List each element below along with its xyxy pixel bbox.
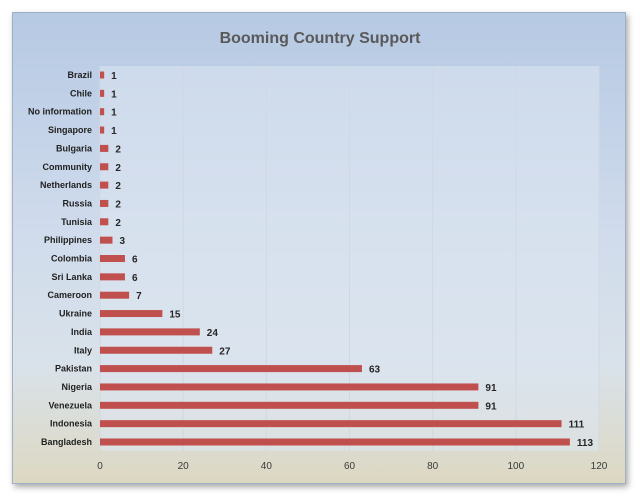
data-label: 113	[577, 438, 594, 449]
data-label: 7	[136, 291, 142, 302]
category-label: No information	[28, 107, 92, 117]
category-label: Singapore	[48, 125, 92, 135]
data-label: 2	[115, 218, 121, 229]
data-label: 111	[569, 420, 585, 431]
data-label: 63	[369, 365, 381, 376]
category-label: Netherlands	[40, 180, 92, 190]
x-tick-label: 120	[591, 461, 608, 472]
bar	[100, 181, 109, 189]
bar	[100, 401, 479, 409]
x-tick-label: 80	[427, 461, 439, 472]
category-label: Italy	[74, 345, 92, 355]
data-label: 15	[169, 310, 181, 321]
x-tick-label: 20	[178, 461, 190, 472]
bar	[100, 255, 125, 262]
bar	[100, 144, 109, 152]
category-label: Indonesia	[50, 419, 93, 429]
bar	[100, 328, 200, 336]
data-label: 1	[111, 108, 117, 119]
bar	[100, 89, 105, 97]
data-label: 91	[485, 401, 497, 412]
x-tick-label: 0	[97, 461, 103, 472]
x-tick-label: 40	[261, 461, 273, 472]
bar	[100, 163, 109, 171]
bar	[100, 236, 113, 244]
data-label: 6	[132, 255, 138, 266]
chart-title: Booming Country Support	[219, 30, 421, 47]
category-label: Community	[43, 162, 93, 172]
category-label: Nigeria	[61, 382, 93, 392]
data-label: 1	[111, 126, 117, 137]
bar	[100, 273, 125, 281]
bar	[100, 126, 105, 134]
data-label: 2	[115, 199, 121, 210]
bar	[100, 365, 362, 373]
category-label: Cameroon	[47, 290, 92, 300]
category-label: Russia	[62, 198, 93, 208]
category-label: Venezuela	[48, 400, 93, 410]
data-label: 2	[115, 181, 121, 192]
category-label: India	[71, 327, 93, 337]
x-tick-label: 60	[344, 461, 356, 472]
data-label: 6	[132, 273, 138, 284]
bar	[100, 199, 109, 207]
bar	[100, 108, 105, 116]
data-label: 1	[111, 89, 117, 100]
bar	[100, 438, 570, 446]
data-label: 1	[111, 71, 117, 82]
bar	[100, 218, 109, 226]
bar	[100, 71, 105, 79]
bar	[100, 291, 130, 299]
bar	[100, 346, 213, 354]
category-label: Brazil	[67, 70, 92, 80]
bar	[100, 383, 479, 391]
data-label: 91	[485, 383, 497, 394]
category-label: Chile	[70, 88, 92, 98]
x-tick-label: 100	[507, 461, 524, 472]
category-label: Pakistan	[55, 364, 92, 374]
data-label: 24	[207, 328, 219, 339]
category-label: Tunisia	[61, 217, 93, 227]
bar	[100, 310, 163, 318]
category-label: Ukraine	[59, 309, 92, 319]
data-label: 27	[219, 346, 231, 357]
category-label: Bangladesh	[41, 437, 92, 447]
category-label: Bulgaria	[56, 143, 93, 153]
category-label: Philippines	[44, 235, 92, 245]
bar	[100, 420, 562, 428]
data-label: 3	[119, 236, 125, 247]
data-label: 2	[115, 163, 121, 174]
category-label: Colombia	[51, 254, 93, 264]
category-label: Sri Lanka	[51, 272, 93, 282]
data-label: 2	[115, 144, 121, 155]
